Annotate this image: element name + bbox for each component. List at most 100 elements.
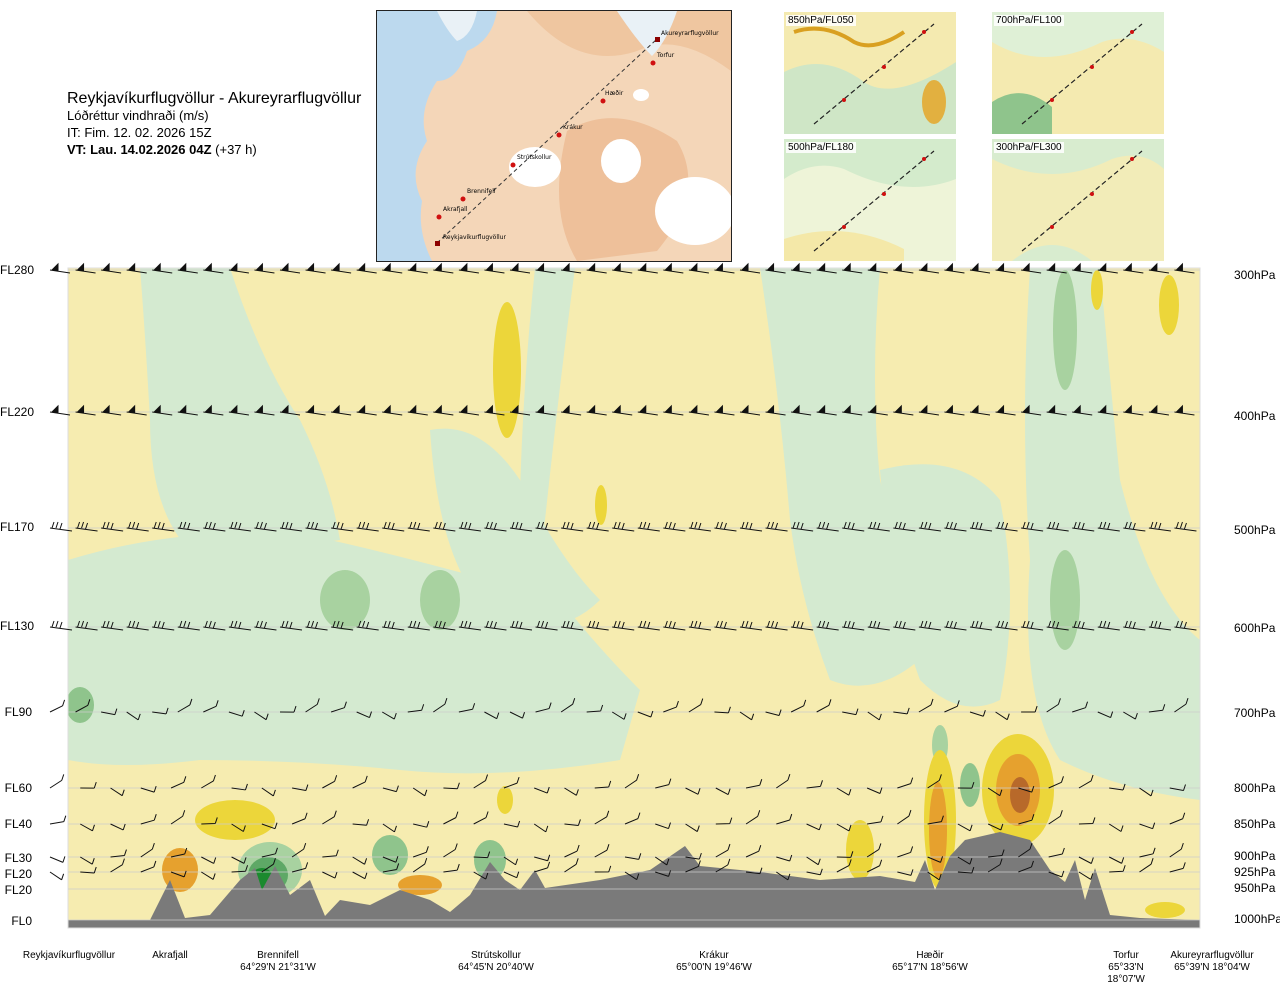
wind-barb: [1046, 521, 1069, 532]
wind-barb: [126, 620, 149, 631]
wind-barb: [1078, 817, 1096, 825]
wind-barb: [791, 521, 814, 532]
wind-barb: [443, 782, 460, 790]
wind-barb: [279, 521, 303, 532]
wind-barb: [1097, 711, 1114, 719]
wind-barb: [484, 404, 505, 416]
wind-barb: [503, 871, 520, 879]
wind-barb: [918, 262, 939, 274]
wind-barb: [765, 709, 782, 717]
wind-barb: [1169, 842, 1184, 858]
wind-barb: [433, 521, 456, 532]
wind-barb: [1169, 784, 1186, 792]
wind-barb: [867, 521, 890, 532]
wind-barb: [203, 521, 226, 532]
wind-barb: [893, 620, 916, 631]
wind-barb: [305, 521, 328, 532]
wind-barb: [612, 262, 633, 274]
wind-barb: [995, 262, 1016, 274]
wind-barb: [1021, 262, 1042, 274]
wind-barb: [152, 404, 173, 416]
mini-map-label: 700hPa/FL100: [994, 15, 1064, 26]
wind-barb: [1021, 404, 1042, 416]
wind-barb: [1046, 404, 1067, 416]
wind-barb: [897, 846, 914, 858]
wind-barb: [1174, 697, 1189, 713]
wind-barb: [1108, 823, 1124, 832]
wind-barb: [776, 773, 791, 789]
wind-barb: [612, 521, 635, 532]
wind-barb: [170, 776, 187, 789]
wind-barb: [352, 871, 368, 880]
wind-barb: [177, 620, 200, 631]
wind-barb: [866, 843, 882, 858]
wind-barb: [685, 860, 701, 873]
wind-barb: [322, 871, 338, 879]
wind-barb: [356, 711, 372, 719]
wind-barb: [1048, 847, 1065, 858]
wind-barb: [322, 775, 338, 789]
wind-barb: [1048, 776, 1064, 789]
wind-barb: [957, 866, 975, 874]
wind-barb: [177, 262, 198, 274]
wind-barb: [586, 262, 607, 274]
fl-label: FL170: [0, 520, 35, 534]
wind-barb: [594, 844, 610, 858]
wind-barb: [152, 707, 169, 715]
wind-barb: [228, 710, 245, 717]
fl-label: FL90: [4, 705, 32, 719]
wind-barb: [535, 521, 558, 532]
wind-barb: [484, 711, 500, 720]
issue-time: IT: Fim. 12. 02. 2026 15Z: [67, 125, 212, 140]
wind-barb: [535, 620, 558, 631]
hpa-label: 950hPa: [1234, 881, 1276, 895]
wind-barb: [509, 521, 533, 532]
wind-barb: [1148, 404, 1169, 416]
wind-barb: [177, 698, 193, 713]
wind-barb: [407, 620, 430, 631]
wind-barb: [305, 262, 326, 274]
wind-barb: [806, 780, 823, 789]
wind-barbs: [49, 262, 1197, 881]
wind-barb: [458, 620, 481, 631]
route-map-canvas: Akureyrarflugvöllur Torfur Hæðir Krákur …: [377, 11, 731, 261]
wind-barb: [382, 262, 403, 274]
wind-barb: [1018, 842, 1033, 858]
wind-barb: [352, 775, 368, 789]
wind-barb: [739, 620, 763, 631]
wind-barb: [534, 861, 551, 873]
wind-barb: [836, 787, 852, 796]
wind-barb: [564, 858, 579, 873]
wind-barb: [927, 774, 942, 789]
wind-barb: [637, 262, 658, 274]
wind-barb: [1021, 521, 1044, 532]
wind-barb: [382, 785, 399, 793]
wind-barb: [663, 262, 684, 274]
wind-barb: [867, 262, 888, 274]
wind-barb: [381, 711, 397, 720]
wind-barb: [944, 521, 967, 532]
wind-barb: [254, 521, 277, 532]
wind-barb: [995, 620, 1018, 631]
wind-barb: [484, 521, 507, 532]
wind-barb: [1139, 787, 1154, 797]
wind-barb: [714, 706, 731, 714]
wind-barb: [261, 858, 276, 873]
wind-barb: [382, 620, 405, 631]
wind-barb: [534, 786, 550, 794]
wind-barb: [412, 846, 429, 858]
wind-barb: [944, 700, 960, 713]
wind-barb: [1078, 774, 1094, 789]
wind-barb: [969, 262, 991, 274]
wind-barb: [152, 620, 175, 631]
wind-barb: [867, 404, 888, 416]
wind-barb: [739, 711, 755, 721]
route-point-label: Strútskollur: [517, 154, 552, 161]
wind-barb: [1148, 620, 1171, 631]
wind-barb: [101, 404, 122, 416]
wind-barb: [126, 262, 147, 274]
hpa-label: 800hPa: [1234, 781, 1276, 795]
wind-barb: [944, 404, 965, 416]
wind-barb: [1046, 698, 1061, 713]
wind-barb: [292, 784, 309, 792]
